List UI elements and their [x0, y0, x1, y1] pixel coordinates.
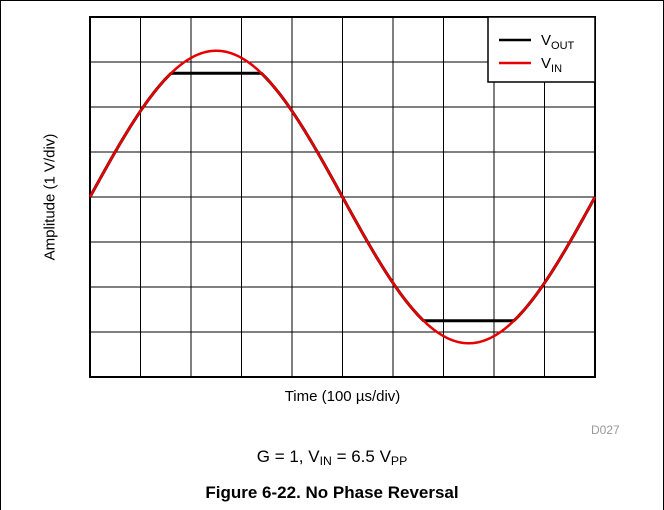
- series-line-vin: [88, 49, 597, 345]
- legend-label-vout: VOUT: [541, 32, 575, 52]
- legend-label-vin: VIN: [541, 55, 562, 75]
- figure-caption: Figure 6-22. No Phase Reversal: [205, 483, 459, 502]
- legend: VOUT VIN: [487, 16, 596, 83]
- x-axis-label: Time (100 µs/div): [284, 388, 401, 405]
- y-axis-label: Amplitude (1 V/div): [41, 133, 59, 261]
- series-layer: [88, 49, 597, 345]
- legend-box: [487, 16, 596, 83]
- test-condition: G = 1, VIN = 6.5 VPP: [256, 447, 408, 469]
- figure-code: D027: [591, 423, 620, 437]
